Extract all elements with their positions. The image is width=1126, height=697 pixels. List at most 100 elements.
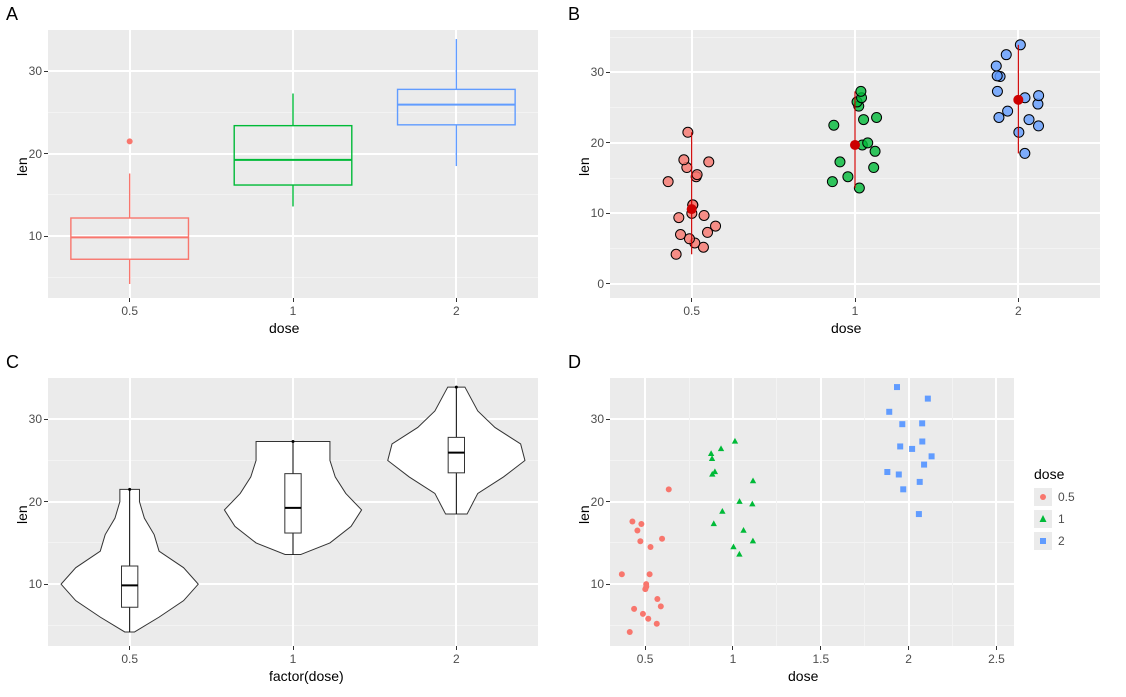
- jitter-point: [634, 528, 640, 534]
- xtick: 2: [453, 652, 460, 666]
- legend: dose0.512: [1034, 466, 1075, 554]
- xtick: 2: [453, 304, 460, 318]
- box: [398, 89, 516, 124]
- xtick: 2.5: [988, 652, 1005, 666]
- jitter-point: [732, 438, 738, 444]
- jitter-point: [929, 453, 935, 459]
- jitter-point: [619, 571, 625, 577]
- panel-C: [48, 378, 538, 646]
- legend-key: [1034, 510, 1052, 528]
- jitter-point: [631, 606, 637, 612]
- jitter-point: [921, 462, 927, 468]
- xtick: 0.5: [121, 304, 138, 318]
- violin-box: [448, 437, 464, 472]
- panel-label-B: B: [568, 4, 580, 25]
- y-axis-title: len: [14, 505, 30, 524]
- violin-box: [285, 474, 301, 533]
- figure: A1020300.512doselenB01020300.512doselenC…: [0, 0, 1126, 697]
- jitter-point: [991, 61, 1001, 71]
- xtick: 1: [852, 304, 859, 318]
- jitter-point: [719, 508, 725, 514]
- legend-item: 1: [1034, 510, 1075, 528]
- jitter-point: [658, 603, 664, 609]
- box: [234, 126, 352, 185]
- jitter-point: [884, 469, 890, 475]
- jitter-point: [659, 536, 665, 542]
- jitter-point: [919, 438, 925, 444]
- x-axis-title: dose: [831, 320, 861, 336]
- jitter-point: [629, 518, 635, 524]
- jitter-point: [666, 486, 672, 492]
- jitter-point: [835, 157, 845, 167]
- jitter-point: [711, 520, 717, 526]
- summary-point: [850, 140, 860, 150]
- legend-key: [1034, 532, 1052, 550]
- jitter-point: [637, 538, 643, 544]
- ytick: 10: [20, 577, 42, 591]
- jitter-point: [870, 146, 880, 156]
- jitter-point: [648, 544, 654, 550]
- jitter-point: [856, 86, 866, 96]
- ytick: 20: [582, 136, 604, 150]
- jitter-point: [869, 163, 879, 173]
- jitter-point: [645, 616, 651, 622]
- ytick: 10: [582, 206, 604, 220]
- jitter-point: [917, 479, 923, 485]
- jitter-point: [730, 543, 736, 549]
- plot-svg-D: [610, 378, 1014, 646]
- legend-title: dose: [1034, 466, 1075, 482]
- legend-item: 0.5: [1034, 488, 1075, 506]
- y-axis-title: len: [576, 505, 592, 524]
- panel-B: [610, 30, 1100, 298]
- jitter-point: [1001, 50, 1011, 60]
- jitter-point: [919, 420, 925, 426]
- jitter-point: [627, 629, 633, 635]
- jitter-point: [859, 115, 869, 125]
- legend-label: 0.5: [1058, 490, 1075, 504]
- jitter-point: [872, 112, 882, 122]
- jitter-point: [711, 221, 721, 231]
- jitter-point: [854, 183, 864, 193]
- jitter-point: [1024, 115, 1034, 125]
- jitter-point: [674, 213, 684, 223]
- panel-label-D: D: [568, 352, 581, 373]
- jitter-point: [740, 527, 746, 533]
- plot-svg-A: [48, 30, 538, 298]
- jitter-point: [827, 177, 837, 187]
- y-axis-title: len: [576, 157, 592, 176]
- jitter-point: [843, 172, 853, 182]
- ytick: 30: [582, 65, 604, 79]
- panel-label-A: A: [6, 4, 18, 25]
- jitter-point: [679, 155, 689, 165]
- jitter-point: [704, 157, 714, 167]
- jitter-point: [992, 86, 1002, 96]
- jitter-point: [1015, 40, 1025, 50]
- jitter-point: [749, 501, 755, 507]
- x-axis-title: factor(dose): [269, 668, 344, 684]
- jitter-point: [894, 384, 900, 390]
- panel-D: [610, 378, 1014, 646]
- jitter-point: [708, 450, 714, 456]
- xtick: 2: [1015, 304, 1022, 318]
- jitter-point: [992, 71, 1002, 81]
- jitter-point: [718, 445, 724, 451]
- xtick: 0.5: [637, 652, 654, 666]
- jitter-point: [916, 511, 922, 517]
- outlier-point: [127, 138, 133, 144]
- jitter-point: [638, 521, 644, 527]
- summary-point: [687, 204, 697, 214]
- xtick: 0.5: [683, 304, 700, 318]
- jitter-point: [899, 421, 905, 427]
- jitter-point: [671, 249, 681, 259]
- jitter-point: [909, 446, 915, 452]
- jitter-point: [640, 611, 646, 617]
- x-axis-title: dose: [269, 320, 299, 336]
- xtick: 1: [290, 652, 297, 666]
- jitter-point: [750, 477, 756, 483]
- jitter-point: [863, 138, 873, 148]
- xtick: 1: [730, 652, 737, 666]
- xtick: 1: [290, 304, 297, 318]
- jitter-point: [886, 409, 892, 415]
- ytick: 0: [582, 277, 604, 291]
- jitter-point: [709, 455, 715, 461]
